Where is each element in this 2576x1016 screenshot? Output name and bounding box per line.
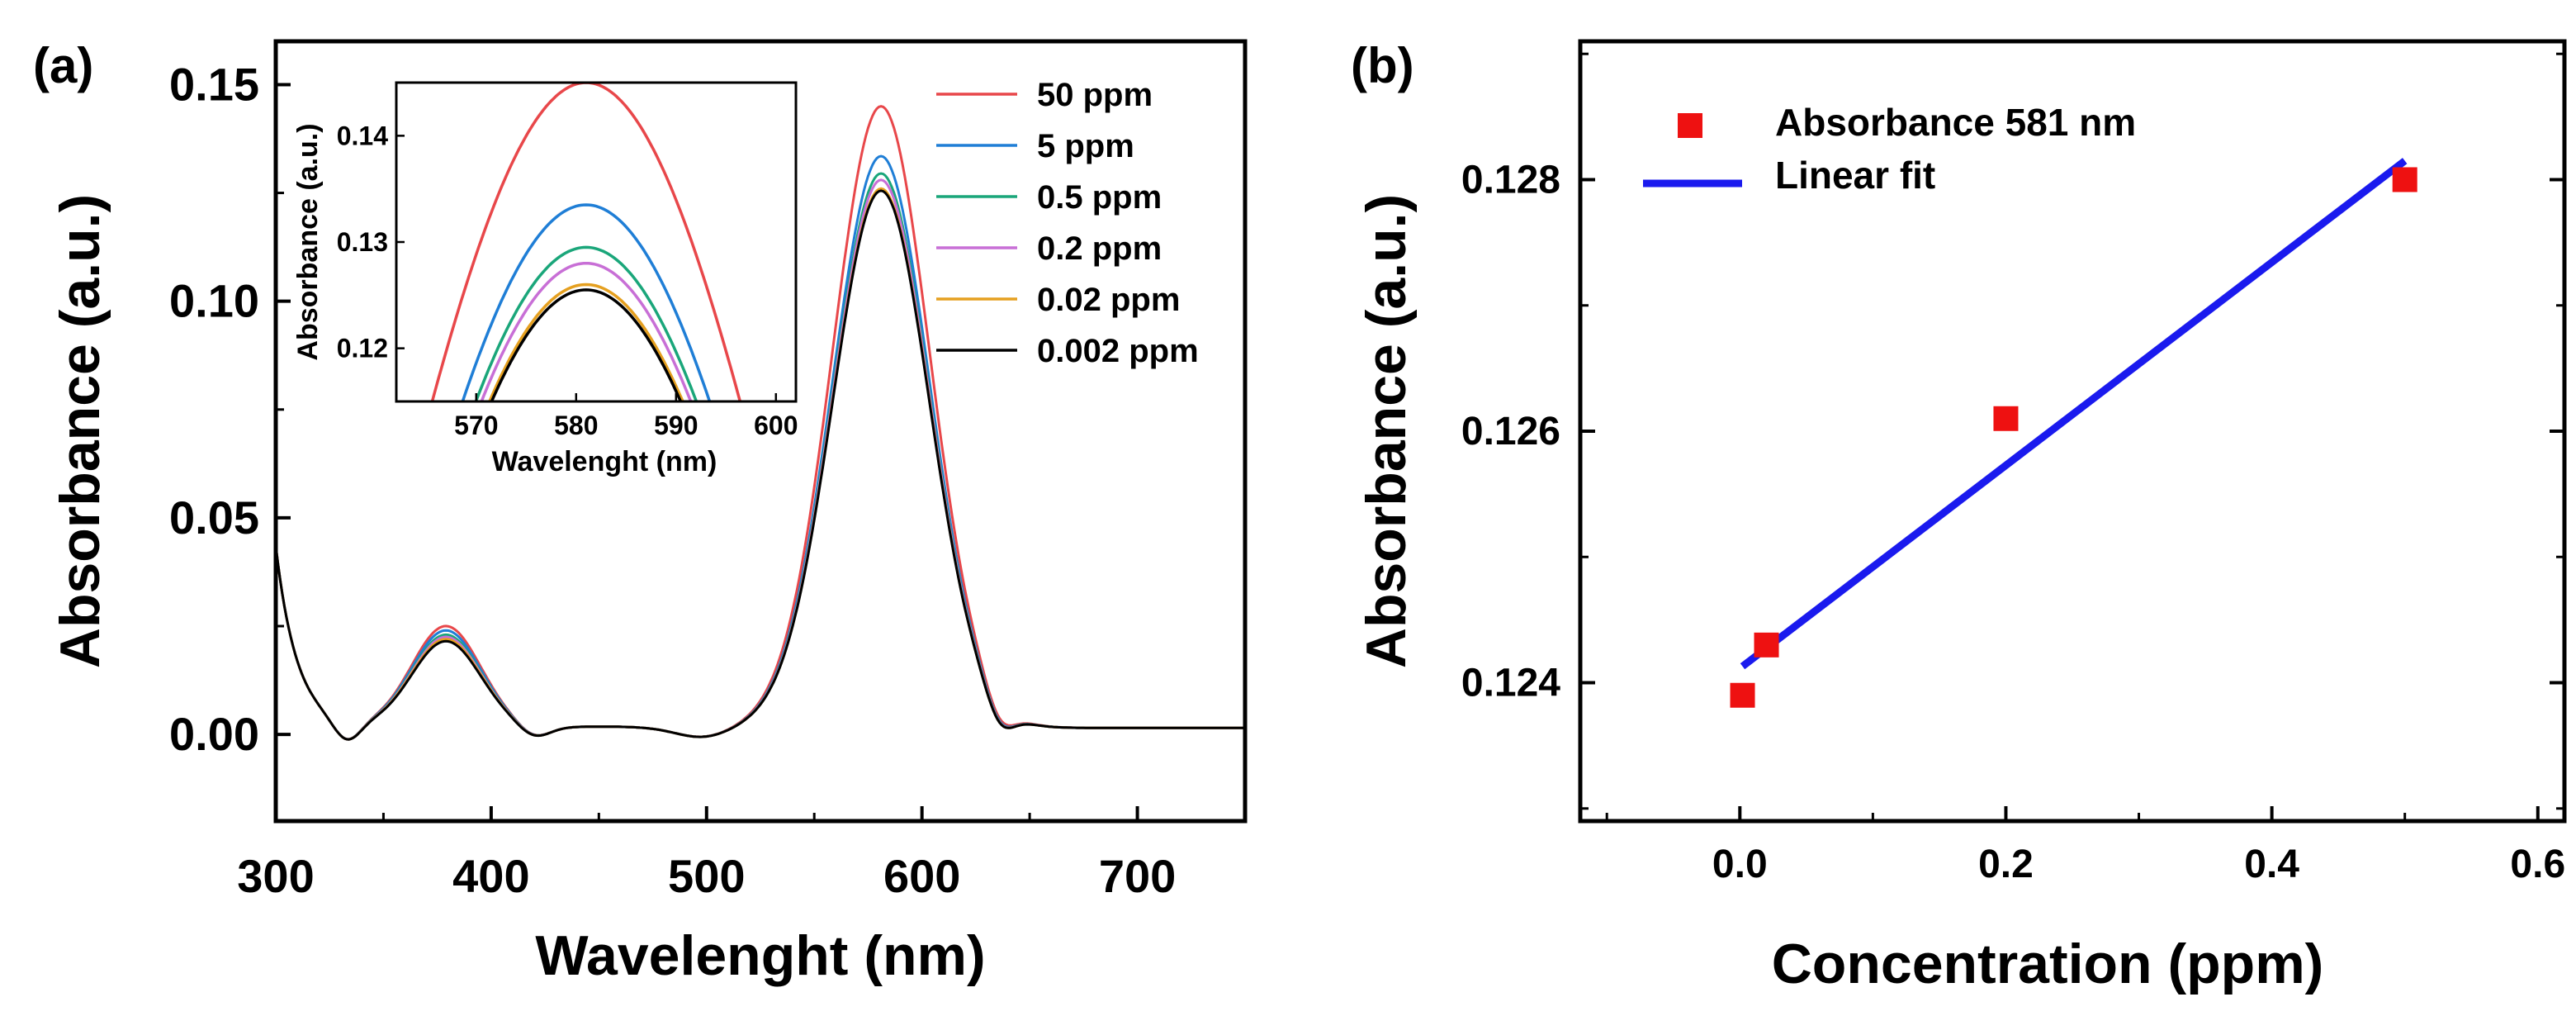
inset-ticks: 570 580 590 600 0.12 0.13 0.14 [337, 121, 798, 440]
x-tick-label: 0.2 [1978, 843, 2034, 886]
x-tick-label: 500 [668, 850, 745, 902]
inset-line-50-ppm [430, 83, 742, 401]
inset-y-tick-label: 0.14 [337, 121, 388, 150]
x-tick-label: 0.4 [2244, 843, 2299, 886]
legend-label: Absorbance 581 nm [1775, 101, 2136, 144]
y-tick-label: 0.10 [169, 275, 259, 327]
panel-a-plot-frame [273, 39, 1248, 824]
y-tick-label: 0.05 [169, 491, 259, 544]
legend-label: 0.02 ppm [1037, 282, 1180, 318]
inset-line-0-02-ppm [487, 282, 684, 401]
panel-b-x-axis-title: Concentration (ppm) [1772, 933, 2324, 995]
inset-y-tick-label: 0.12 [337, 334, 388, 363]
legend-label: 0.5 ppm [1037, 179, 1162, 216]
legend-label: 50 ppm [1037, 77, 1153, 113]
panel-b-legend: Absorbance 581 nm Linear fit [1643, 101, 2136, 197]
legend-label: 5 ppm [1037, 128, 1134, 164]
series-line-0-002-ppm [274, 189, 1245, 741]
legend-label: Linear fit [1775, 154, 1935, 197]
x-tick-label: 0.6 [2510, 843, 2565, 886]
linear-fit-line [1740, 158, 2408, 670]
y-tick-label: 0.124 [1461, 662, 1560, 705]
panel-b-series-group [1730, 158, 2417, 708]
panel-a-series-group [274, 105, 1245, 741]
legend-label: 0.2 ppm [1037, 230, 1162, 267]
y-tick-label: 0.126 [1461, 410, 1560, 453]
inset-background [396, 83, 796, 401]
data-point [1993, 406, 2019, 431]
inset-x-tick-label: 580 [554, 411, 598, 440]
x-tick-label: 300 [237, 850, 314, 902]
inset-line-0-2-ppm [480, 261, 693, 401]
data-point [1754, 632, 1779, 658]
inset-line-0-002-ppm [490, 288, 683, 401]
panel-a-legend: 50 ppm 5 ppm 0.5 ppm 0.2 ppm 0.02 ppm 0.002 p… [936, 77, 1199, 369]
legend-swatch-marker [1678, 113, 1702, 138]
panel-b-ticks: 0.0 0.2 0.4 0.6 0.124 0.126 0.128 [1461, 52, 2565, 886]
y-tick-label: 0.128 [1461, 158, 1560, 202]
inset-x-tick-label: 600 [754, 411, 798, 440]
panel-b-plot-frame [1578, 39, 2567, 824]
x-tick-label: 400 [452, 850, 529, 902]
inset-y-tick-label: 0.13 [337, 227, 388, 257]
y-tick-label: 0.15 [169, 58, 259, 110]
panel-a-y-axis-title: Absorbance (a.u.) [49, 194, 111, 668]
panel-a: (a) 300 400 500 600 700 0.00 0.05 0.10 0.15 Wave… [33, 38, 1248, 987]
panel-a-ticks: 300 400 500 600 700 0.00 0.05 0.10 0.15 [169, 58, 1176, 902]
y-tick-label: 0.00 [169, 708, 259, 760]
panel-a-x-axis-title: Wavelenght (nm) [535, 924, 985, 987]
data-point [1730, 682, 1755, 708]
inset-line-0-5-ppm [474, 245, 698, 401]
panel-b: (b) 0.0 0.2 0.4 0.6 0.124 0.126 0.128 Concentr… [1351, 38, 2567, 995]
panel-b-y-axis-title: Absorbance (a.u.) [1355, 194, 1418, 668]
panel-a-inset: 570 580 590 600 0.12 0.13 0.14 Wavelenght (nm)… [292, 81, 798, 477]
x-tick-label: 700 [1099, 850, 1176, 902]
legend-label: 0.002 ppm [1037, 333, 1199, 369]
x-tick-label: 0.0 [1712, 843, 1768, 886]
panel-a-label: (a) [33, 38, 93, 93]
inset-x-tick-label: 570 [454, 411, 498, 440]
inset-y-axis-title: Absorbance (a.u.) [292, 123, 324, 360]
inset-x-tick-label: 590 [654, 411, 698, 440]
data-point [2392, 167, 2417, 192]
x-tick-label: 600 [883, 850, 960, 902]
inset-x-axis-title: Wavelenght (nm) [492, 446, 717, 477]
panel-b-label: (b) [1351, 38, 1414, 93]
